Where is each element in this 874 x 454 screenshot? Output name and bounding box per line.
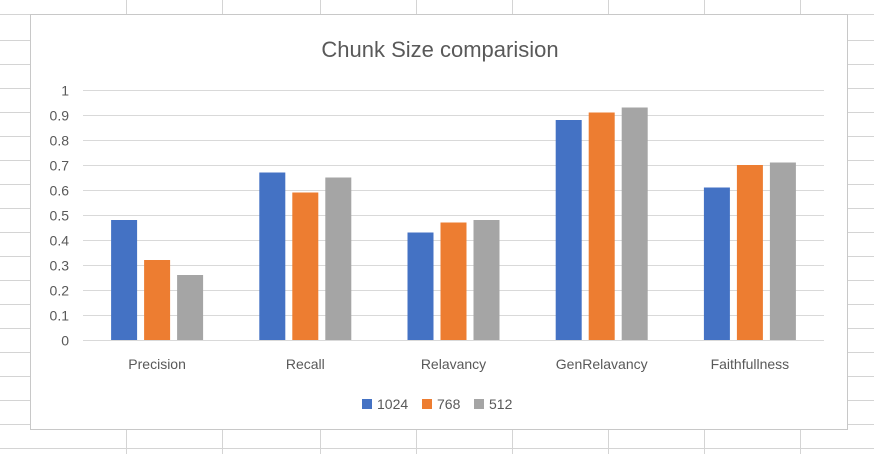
chart-object[interactable]: 0 0.1 0.2 0.3 0.4 0.5 0.6 0.7 0.8 0.9 1 Precision R… [30,14,848,430]
legend-swatch-512 [474,399,484,409]
x-category-label: Faithfullness [711,356,790,372]
chart-legend: 1024 768 512 [362,396,513,412]
y-tick-label: 0.3 [50,258,70,274]
legend-label-512: 512 [489,396,513,412]
bar-chart: 0 0.1 0.2 0.3 0.4 0.5 0.6 0.7 0.8 0.9 1 Precision R… [50,37,824,412]
y-tick-label: 0.2 [50,283,70,299]
bar-recall-1024 [259,172,286,340]
bar-recall-768 [292,192,319,340]
bar-precision-1024 [111,220,138,340]
y-tick-label: 1 [61,83,69,99]
x-category-label: Relavancy [421,356,486,372]
bar-faithfullness-512 [769,162,796,340]
y-tick-label: 0.4 [50,233,70,249]
bar-faithfullness-1024 [703,187,730,340]
y-tick-label: 0.8 [50,133,70,149]
x-category-label: Recall [286,356,325,372]
y-tick-label: 0.7 [50,158,70,174]
bar-recall-512 [325,177,352,340]
bar-precision-512 [177,275,204,340]
y-tick-label: 0 [61,333,69,349]
x-axis-category-labels: Precision Recall Relavancy GenRelavancy Fait… [128,356,789,372]
x-category-label: GenRelavancy [556,356,648,372]
x-category-label: Precision [128,356,186,372]
chart-bars [111,107,796,340]
bar-genrelavancy-1024 [555,120,582,340]
bar-faithfullness-768 [736,165,763,340]
y-tick-label: 0.5 [50,208,70,224]
bar-precision-768 [144,260,171,340]
legend-swatch-1024 [362,399,372,409]
bar-relavancy-1024 [407,232,434,340]
legend-label-768: 768 [437,396,461,412]
bar-genrelavancy-512 [621,107,648,340]
bar-relavancy-512 [473,220,500,340]
y-tick-label: 0.1 [50,308,70,324]
legend-swatch-768 [422,399,432,409]
y-tick-label: 0.6 [50,183,70,199]
bar-genrelavancy-768 [588,112,615,340]
y-axis-tick-labels: 0 0.1 0.2 0.3 0.4 0.5 0.6 0.7 0.8 0.9 1 [50,83,70,349]
legend-label-1024: 1024 [377,396,408,412]
y-tick-label: 0.9 [50,108,70,124]
bar-relavancy-768 [440,222,467,340]
chart-title: Chunk Size comparision [321,37,558,62]
